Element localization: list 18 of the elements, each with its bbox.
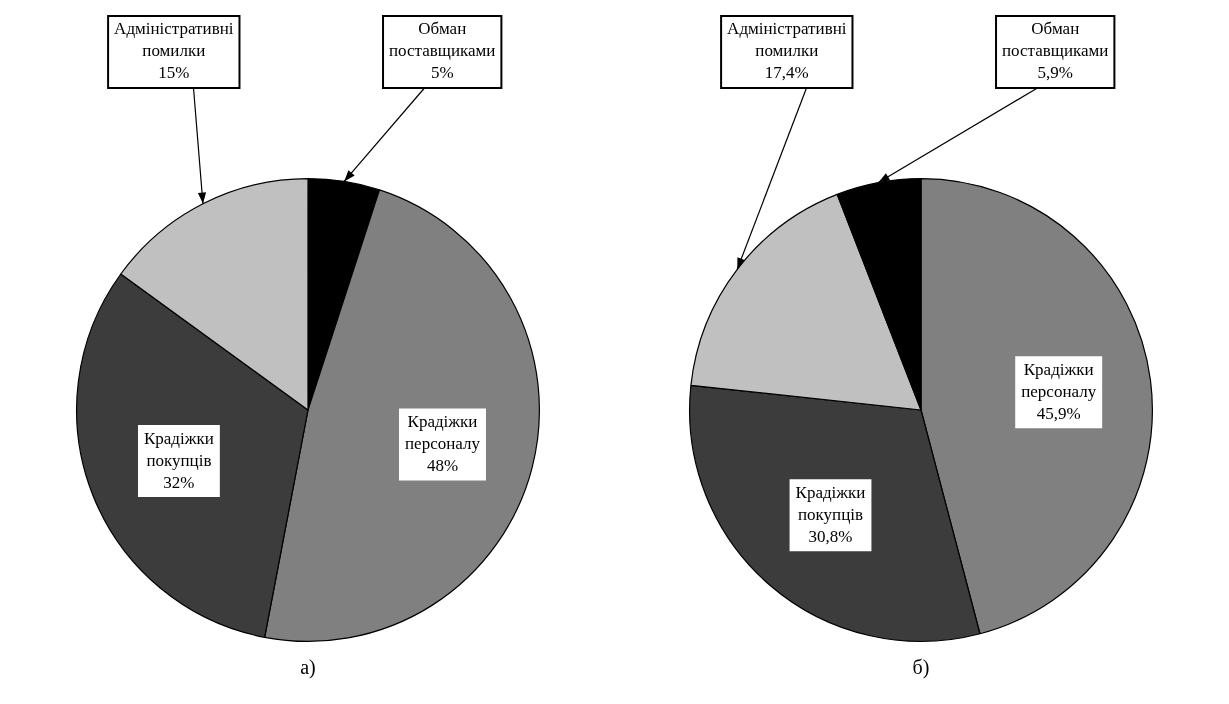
slice-label: Крадіжки покупців: [143, 428, 214, 470]
slice-label: Обман поставщиками: [1002, 19, 1109, 61]
text: а): [299, 656, 317, 679]
text: б): [911, 656, 931, 679]
data-label: 15%: [158, 63, 190, 83]
slice-label: Крадіжки персоналу: [1021, 359, 1097, 401]
slice-label: Адміністративні помилки: [114, 19, 234, 61]
slice-label: Обман поставщиками: [389, 19, 496, 61]
data-label: 17,4%: [764, 63, 809, 83]
data-label: 45,9%: [1036, 403, 1081, 423]
data-label: 48%: [426, 456, 459, 475]
slice-label: Адміністративні помилки: [727, 19, 847, 61]
data-label: 30,8%: [808, 526, 853, 546]
slice-label: Крадіжки покупців: [795, 482, 866, 524]
data-label: 32%: [163, 472, 195, 492]
data-label: 5,9%: [1037, 63, 1073, 83]
data-label: 5%: [430, 63, 454, 83]
slice-label: Крадіжки персоналу: [404, 412, 481, 453]
